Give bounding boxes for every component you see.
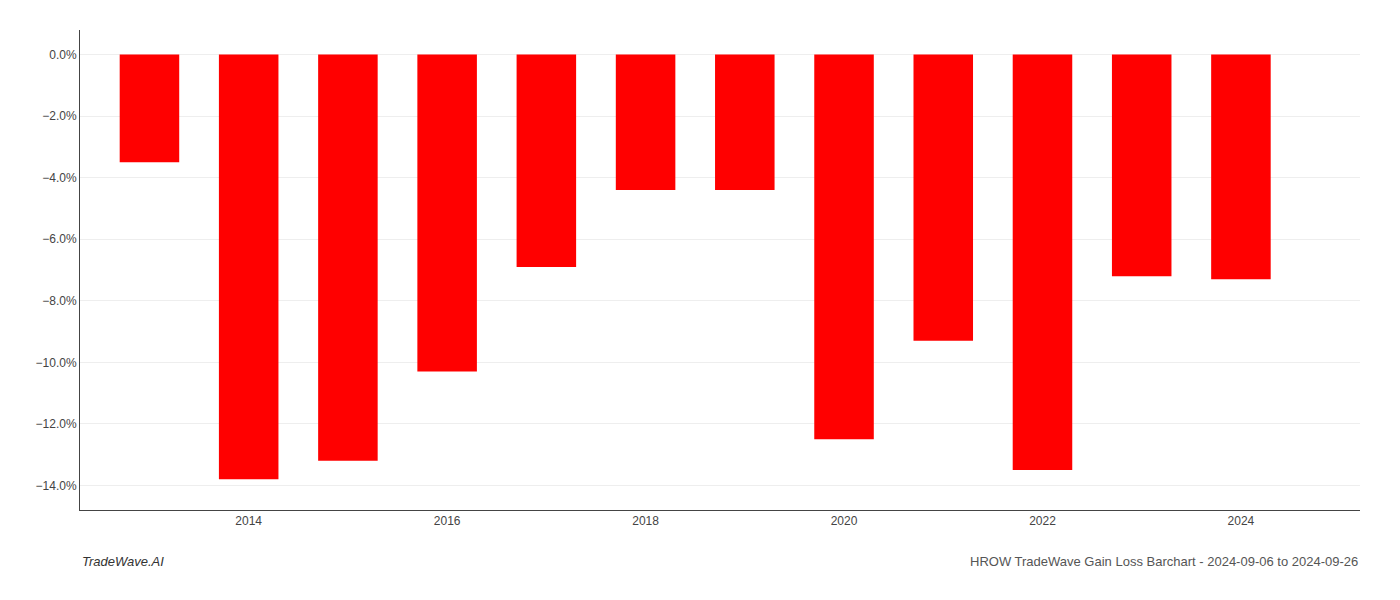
svg-text:2014: 2014 bbox=[235, 514, 262, 528]
svg-text:−6.0%: −6.0% bbox=[42, 232, 77, 246]
svg-text:−10.0%: −10.0% bbox=[36, 356, 77, 370]
svg-text:−8.0%: −8.0% bbox=[42, 294, 77, 308]
svg-text:−14.0%: −14.0% bbox=[36, 479, 77, 493]
svg-text:−4.0%: −4.0% bbox=[42, 171, 77, 185]
svg-text:TradeWave.AI: TradeWave.AI bbox=[82, 554, 164, 569]
svg-text:0.0%: 0.0% bbox=[49, 48, 77, 62]
svg-text:2018: 2018 bbox=[632, 514, 659, 528]
svg-text:2024: 2024 bbox=[1228, 514, 1255, 528]
svg-text:2016: 2016 bbox=[434, 514, 461, 528]
svg-text:HROW TradeWave Gain Loss Barch: HROW TradeWave Gain Loss Barchart - 2024… bbox=[970, 554, 1358, 569]
svg-text:2020: 2020 bbox=[831, 514, 858, 528]
svg-text:−2.0%: −2.0% bbox=[42, 109, 77, 123]
svg-text:−12.0%: −12.0% bbox=[36, 417, 77, 431]
svg-text:2022: 2022 bbox=[1029, 514, 1056, 528]
